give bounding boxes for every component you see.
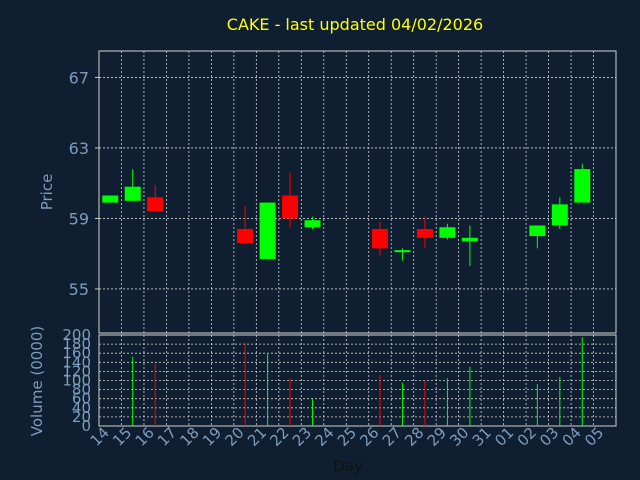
price-plot-frame	[98, 50, 617, 334]
volume-tick-label: 160	[62, 344, 91, 362]
candle-body	[551, 204, 568, 226]
candle-body	[529, 225, 546, 237]
candle-body	[147, 197, 164, 212]
volume-tick-label: 20	[72, 408, 91, 426]
candle-20	[237, 206, 254, 244]
candle-16	[147, 184, 164, 212]
candle-21	[259, 202, 276, 259]
candle-03	[551, 197, 568, 230]
price-tick-label: 67	[69, 68, 89, 87]
candle-26	[371, 221, 388, 256]
volume-y-axis-label: Volume (0000)	[28, 326, 46, 436]
price-grid	[99, 51, 616, 333]
candle-14	[102, 195, 119, 203]
candle-body	[237, 229, 254, 244]
volume-tick-label: 180	[62, 335, 91, 353]
price-panel: 55 59 63 67 Price	[38, 50, 617, 334]
candle-body	[102, 195, 119, 203]
candle-30	[461, 225, 478, 267]
candle-body	[416, 229, 433, 238]
volume-tick-label: 100	[62, 372, 91, 390]
volume-tick-label: 140	[62, 353, 91, 371]
volume-tick-label: 200	[62, 326, 91, 344]
candle-22	[282, 172, 299, 228]
volume-tick-label: 60	[72, 390, 91, 408]
volume-tick-label: 0	[81, 417, 91, 435]
volume-grid	[99, 335, 616, 426]
candle-body	[574, 169, 591, 203]
price-tick-label: 55	[69, 280, 89, 299]
price-tick-label: 63	[69, 139, 89, 158]
candle-27	[394, 248, 411, 261]
candle-body	[461, 237, 478, 242]
candle-body	[304, 220, 321, 228]
price-y-ticks: 55 59 63 67	[69, 68, 99, 299]
x-axis-ticks: 1415161718192021222324252627282930310102…	[87, 424, 608, 450]
price-y-axis-label: Price	[38, 174, 56, 211]
candle-body	[394, 250, 411, 253]
candle-15	[124, 169, 141, 201]
candle-body	[124, 186, 141, 201]
candle-body	[371, 229, 388, 249]
candle-23	[304, 216, 321, 230]
candle-29	[439, 223, 456, 240]
candle-04	[574, 163, 591, 203]
candle-body	[439, 227, 456, 238]
candle-body	[282, 195, 299, 219]
price-tick-label: 59	[69, 209, 89, 228]
candle-02	[529, 225, 546, 249]
candle-28	[416, 216, 433, 249]
volume-tick-label: 80	[72, 381, 91, 399]
x-axis-label: Day	[333, 457, 363, 475]
volume-tick-label: 40	[72, 399, 91, 417]
candlestick-series	[102, 163, 591, 267]
volume-series	[132, 337, 583, 426]
candle-body	[259, 202, 276, 259]
volume-tick-label: 120	[62, 362, 91, 380]
chart-title: CAKE - last updated 04/02/2026	[227, 15, 483, 34]
